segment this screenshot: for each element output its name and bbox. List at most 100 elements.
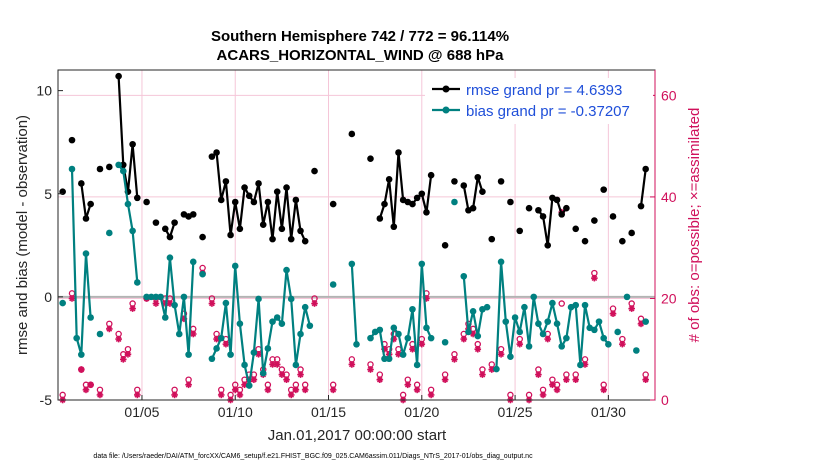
bias-point [502,318,510,325]
obs-assimilated-stroke [404,381,411,388]
obs-assimilated-stroke [255,351,262,358]
legend-box [425,78,653,124]
rmse-point [297,227,304,235]
obs-assimilated-marker [236,391,244,399]
bias-point [217,334,225,342]
obs-assimilated-marker [497,351,505,358]
obs-assimilated-stroke [642,376,649,383]
obs-assimilated-stroke [619,341,626,348]
obs-assimilated-stroke [237,392,243,398]
bias-point [395,330,402,338]
bias-point [59,299,66,307]
rmse-point [208,153,216,160]
chart-subtitle: ACARS_HORIZONTAL_WIND @ 688 hPa [217,47,505,64]
bias-point [152,293,160,301]
obs-assimilated-stroke [549,381,556,388]
bias-point [306,322,314,330]
obs-assimilated-marker [549,381,556,389]
bias-point [385,355,393,363]
x-tick-label: 01/15 [311,404,346,420]
obs-assimilated-stroke [367,366,374,373]
rmse-point [381,200,388,208]
obs-assimilated-stroke [129,305,136,312]
bias-point [241,361,248,369]
obs-assimilated-marker [544,335,552,343]
bias-point [73,334,80,342]
rmse-point [581,237,589,245]
bias-point [535,320,542,327]
rmse-point [115,72,122,80]
obs-assimilated-marker [68,295,76,302]
bias-point [497,258,505,266]
bias-point [147,293,155,301]
rmse-point [572,225,580,233]
obs-assimilated-stroke [544,336,551,342]
obs-assimilated-marker [278,371,286,378]
bias-point [390,324,398,332]
obs-assimilated-stroke [115,336,122,342]
bias-point [549,299,556,307]
bias-point [605,341,612,348]
rmse-point [516,227,524,235]
rmse-point [213,149,220,156]
obs-assimilated-stroke [185,381,192,388]
obs-assimilated-stroke [479,371,486,378]
obs-assimilated-marker [329,386,337,394]
rmse-point [259,221,267,228]
legend-bias-label: bias grand pr = -0.37207 [466,103,630,120]
obs-assimilated-marker [418,340,426,348]
rmse-point [250,198,258,206]
bias-point [600,334,607,342]
rmse-point [161,225,169,233]
bias-point [642,318,649,325]
obs-assimilated-stroke [106,326,113,332]
rmse-point [255,180,262,187]
obs-assimilated-stroke [97,392,103,398]
obs-assimilated-marker [96,391,104,399]
rmse-point [78,180,85,187]
bias-point [82,250,90,257]
bias-point [591,326,598,334]
obs-assimilated-marker [185,381,192,389]
obs-assimilated-stroke [265,386,271,393]
bias-point [329,281,337,288]
legend-rmse-marker [442,85,450,93]
bias-point [189,258,197,266]
bias-point [623,293,631,301]
bias-point [399,351,407,358]
rmse-point [395,149,402,156]
x-tick-label: 01/25 [498,404,533,420]
bias-point [423,324,430,332]
obs-assimilated-marker [572,376,580,383]
bias-point [521,303,528,311]
rmse-point [278,225,286,233]
rmse-point [479,188,486,195]
obs-assimilated-stroke [297,371,304,378]
obs-assimilated-marker [264,386,272,394]
obs-assimilated-stroke [470,331,476,337]
obs-assimilated-stroke [311,300,318,307]
bias-point [115,161,122,169]
x-tick-label: 01/05 [124,404,159,420]
rmse-point [227,231,234,239]
rmse-point [469,204,477,212]
obs-assimilated-stroke [288,392,295,398]
rmse-point [441,242,449,249]
obs-assimilated-stroke [395,351,402,358]
rmse-point [96,165,104,173]
y-right-tick-label: 20 [661,290,677,306]
bias-point [474,332,482,340]
rmse-point [329,200,337,208]
obs-assimilated-marker [376,376,384,383]
bias-point [287,295,295,303]
obs-assimilated-marker [591,274,598,282]
obs-assimilated-marker [152,300,160,307]
bias-point [539,330,547,338]
bias-point [129,227,136,235]
rmse-point [637,202,645,210]
rmse-point [311,167,318,175]
rmse-point [600,186,607,193]
rmse-point [385,176,393,183]
bias-point [465,328,472,336]
rmse-point [460,182,468,189]
